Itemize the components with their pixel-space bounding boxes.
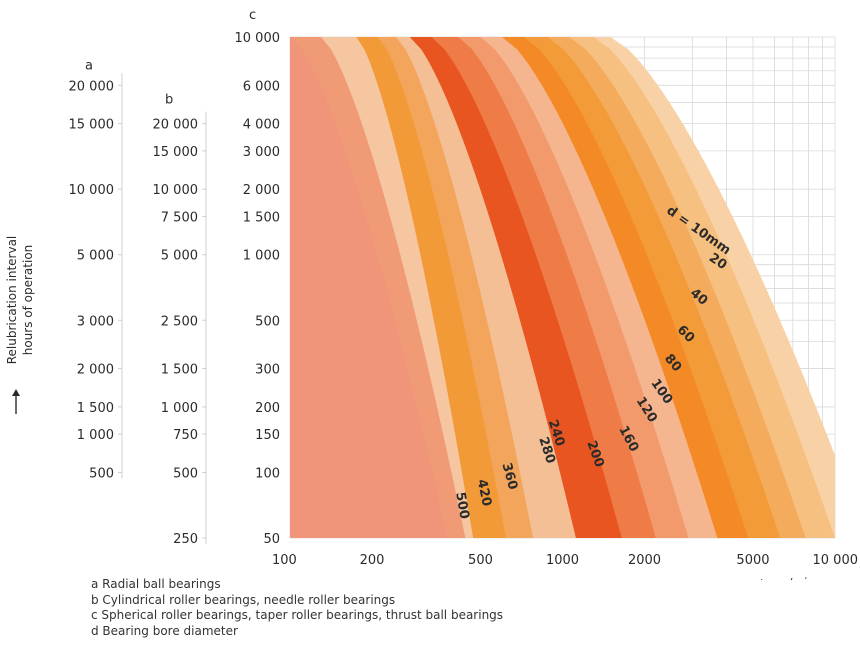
bands [290,37,835,538]
axis-c-tick-label: 4 000 [243,118,280,133]
axis-b-tick-label: 5 000 [161,249,198,264]
axis-a-letter: a [85,58,93,73]
axis-c-tick-label: 100 [255,466,280,481]
relubrication-chart: a b c 20 000 15 000 10 000 5 000 3 000 2 000 1 50… [5,8,858,580]
axis-c-tick-label: 200 [255,401,280,416]
legend-notes: a Radial ball bearings b Cylindrical rol… [91,577,503,639]
axis-c-tick-label: 6 000 [243,79,280,94]
axis-c-tick-label: 150 [255,428,280,443]
legend-note-b: b Cylindrical roller bearings, needle ro… [91,592,396,607]
axis-b-tick-label: 1 000 [161,401,198,416]
axis-c-tick-label: 1 500 [243,210,280,225]
axis-b-tick-label: 7 500 [161,210,198,225]
x-axis-arrow-icon [761,579,763,580]
axis-c-tick-label: 3 000 [243,145,280,160]
x-tick-label: 100 [272,553,297,568]
x-axis-label: n r/min [772,576,815,580]
axis-a-tick-label: 3 000 [77,314,114,329]
axis-a-tick-label: 1 000 [77,428,114,443]
axis-a-tick-label: 5 000 [77,249,114,264]
axis-b-tick-label: 10 000 [153,183,199,198]
x-tick-label: 10 000 [813,553,859,568]
axis-b-tick-label: 500 [173,466,198,481]
axis-b-tick-label: 20 000 [153,118,199,133]
axis-c-tick-label: 10 000 [235,31,281,46]
axis-b-tick-label: 1 500 [161,363,198,378]
x-tick-label: 500 [468,553,493,568]
axis-c-letter: c [249,8,256,23]
x-tick-label: 5000 [736,553,769,568]
y-axis-title-line1: Relubrication interval [5,236,19,365]
curve-label: 360 [499,461,521,491]
axis-a-tick-label: 15 000 [69,118,115,133]
curve-label: 500 [452,491,471,520]
axis-a-tick-label: 1 500 [77,401,114,416]
axis-a-tick-label: 10 000 [69,183,115,198]
axis-a-tick-label: 2 000 [77,363,114,378]
legend-note-c: c Spherical roller bearings, taper rolle… [91,608,504,623]
axis-c-tick-label: 2 000 [243,183,280,198]
axis-b-letter: b [165,93,173,108]
x-tick-label: 200 [360,553,385,568]
curve-label: 420 [474,478,494,508]
x-tick-label: 1000 [546,553,579,568]
band-inner [290,37,448,538]
y-axis-title-line2: hours of operation [21,245,35,356]
axis-b-tick-label: 750 [173,428,198,443]
axis-a-tick-label: 20 000 [69,79,115,94]
x-tick-label: 2000 [628,553,661,568]
axes: a b c 20 000 15 000 10 000 5 000 3 000 2 000 1 50… [5,8,858,580]
axis-a-tick-label: 500 [89,466,114,481]
axis-b-tick-label: 250 [173,532,198,547]
y-axis-arrow-icon [12,389,20,396]
axis-c-tick-label: 1 000 [243,249,280,264]
axis-c-tick-label: 50 [263,532,280,547]
axis-c-tick-label: 500 [255,314,280,329]
legend-note-a: a Radial ball bearings [91,577,221,591]
axis-b-tick-label: 15 000 [153,145,199,160]
legend-note-d: d Bearing bore diameter [91,623,238,638]
axis-b-tick-label: 2 500 [161,314,198,329]
axis-c-tick-label: 300 [255,363,280,378]
y-axis-title: Relubrication interval hours of operation [5,236,35,365]
